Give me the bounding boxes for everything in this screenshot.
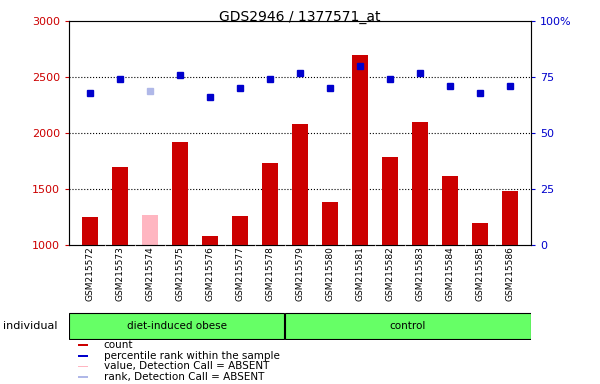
Bar [502,191,518,245]
Text: GSM215573: GSM215573 [115,247,125,301]
Text: GSM215582: GSM215582 [386,247,395,301]
Text: value, Detection Call = ABSENT: value, Detection Call = ABSENT [104,361,269,371]
Bar [285,313,530,339]
Text: GDS2946 / 1377571_at: GDS2946 / 1377571_at [219,10,381,23]
Text: GSM215579: GSM215579 [296,247,305,301]
Bar [112,167,128,245]
Text: GSM215581: GSM215581 [356,247,365,301]
Bar [172,142,188,245]
Text: GSM215572: GSM215572 [86,247,95,301]
Bar [292,124,308,245]
Bar [202,236,218,245]
Text: percentile rank within the sample: percentile rank within the sample [104,351,280,361]
Text: GSM215586: GSM215586 [506,247,515,301]
Text: GSM215576: GSM215576 [205,247,215,301]
Bar [78,355,88,356]
Bar [472,223,488,245]
Bar [322,202,338,245]
Bar [70,313,284,339]
Bar [442,175,458,245]
Bar [382,157,398,245]
Bar [82,217,98,245]
Text: GSM215580: GSM215580 [325,247,335,301]
Text: individual: individual [3,321,58,331]
Bar [412,122,428,245]
Text: GSM215577: GSM215577 [236,247,245,301]
Text: rank, Detection Call = ABSENT: rank, Detection Call = ABSENT [104,372,264,382]
Text: GSM215584: GSM215584 [446,247,455,301]
Text: GSM215583: GSM215583 [416,247,425,301]
Text: GSM215575: GSM215575 [176,247,185,301]
Bar [262,163,278,245]
Text: diet-induced obese: diet-induced obese [127,321,227,331]
Text: GSM215574: GSM215574 [146,247,155,301]
Text: count: count [104,340,133,350]
Bar [78,376,88,378]
Bar [352,55,368,245]
Bar [78,366,88,367]
Bar [142,215,158,245]
Text: GSM215578: GSM215578 [265,247,275,301]
Text: GSM215585: GSM215585 [476,247,485,301]
Text: control: control [389,321,426,331]
Bar [78,344,88,346]
Bar [232,216,248,245]
